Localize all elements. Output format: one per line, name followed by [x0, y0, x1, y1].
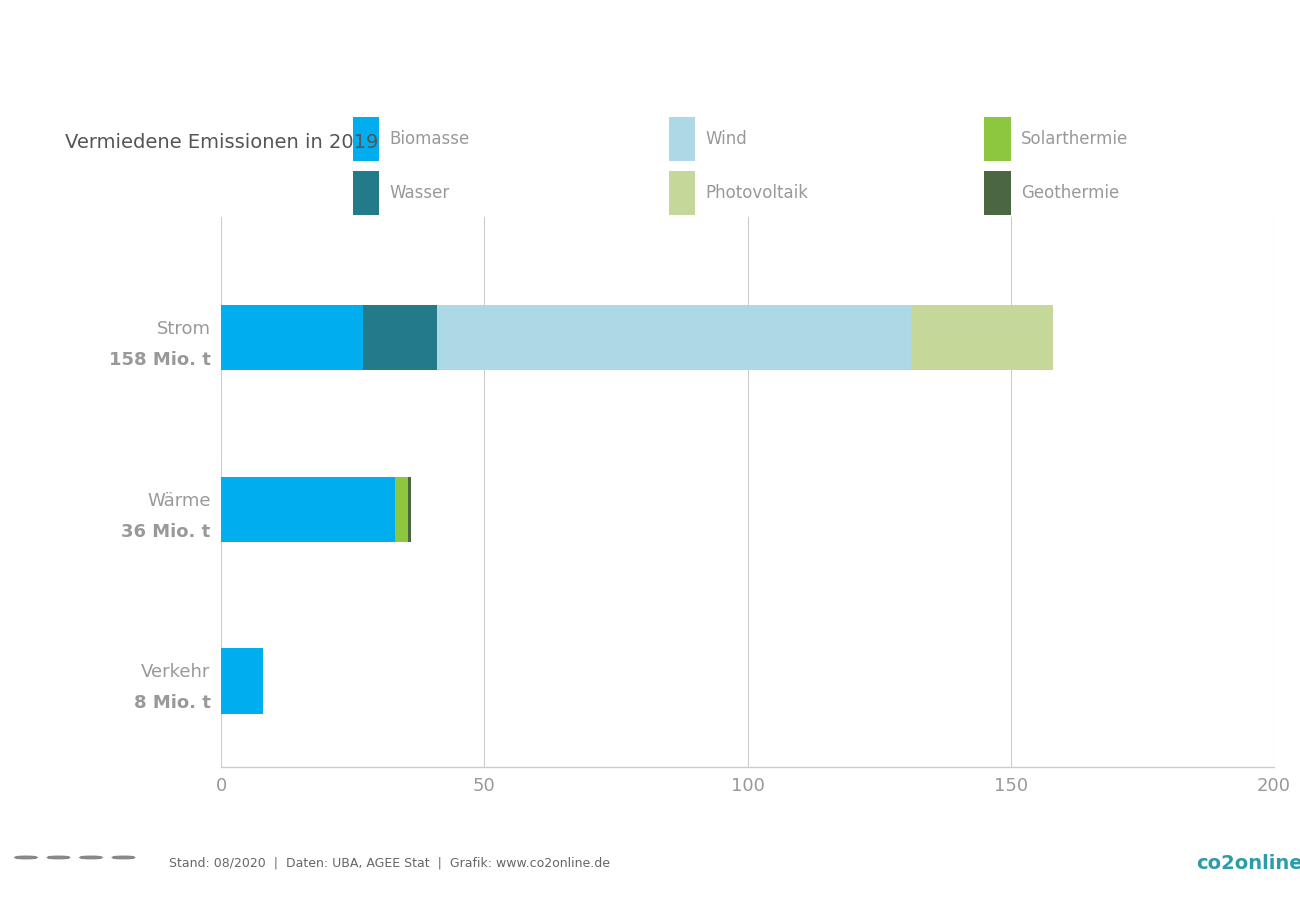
Text: Wasser: Wasser — [390, 184, 450, 202]
Text: Stand: 08/2020  |  Daten: UBA, AGEE Stat  |  Grafik: www.co2online.de: Stand: 08/2020 | Daten: UBA, AGEE Stat |… — [169, 857, 610, 869]
Bar — [437, 305, 911, 370]
Text: co2online: co2online — [1196, 854, 1300, 872]
Text: Strom: Strom — [156, 320, 211, 338]
Bar — [363, 305, 437, 370]
Text: 36 Mio. t: 36 Mio. t — [121, 523, 211, 541]
FancyBboxPatch shape — [352, 117, 380, 161]
Text: 158 Mio. t: 158 Mio. t — [109, 351, 211, 369]
Text: Photovoltaik: Photovoltaik — [706, 184, 809, 202]
FancyBboxPatch shape — [984, 117, 1011, 161]
Bar — [408, 477, 411, 541]
Text: Biomasse: Biomasse — [390, 130, 469, 148]
FancyBboxPatch shape — [984, 172, 1011, 214]
Text: Wind: Wind — [706, 130, 748, 148]
FancyBboxPatch shape — [668, 172, 694, 214]
Text: Weniger CO₂ durch erneuerbare Energien: Weniger CO₂ durch erneuerbare Energien — [130, 27, 1170, 70]
Bar — [221, 649, 263, 713]
Bar — [395, 477, 408, 541]
FancyBboxPatch shape — [668, 117, 694, 161]
Text: Vermiedene Emissionen in 2019: Vermiedene Emissionen in 2019 — [65, 132, 378, 152]
Bar — [911, 305, 1053, 370]
Text: Geothermie: Geothermie — [1022, 184, 1119, 202]
Bar — [221, 477, 395, 541]
FancyBboxPatch shape — [352, 172, 380, 214]
Bar — [221, 305, 363, 370]
Text: Solarthermie: Solarthermie — [1022, 130, 1128, 148]
Text: Wärme: Wärme — [147, 492, 211, 510]
Text: 8 Mio. t: 8 Mio. t — [134, 694, 211, 712]
Text: Verkehr: Verkehr — [142, 663, 211, 681]
